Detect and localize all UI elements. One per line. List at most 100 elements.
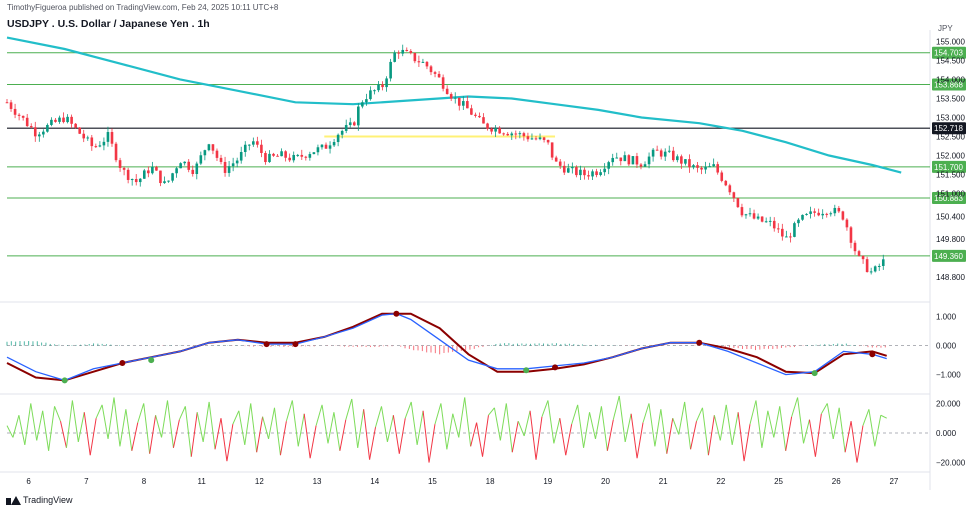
candle-body[interactable]: [421, 61, 425, 63]
candle-body[interactable]: [825, 213, 829, 215]
candle-body[interactable]: [667, 150, 671, 152]
macd-cross-dot[interactable]: [696, 339, 703, 346]
candle-body[interactable]: [857, 251, 861, 256]
candle-body[interactable]: [877, 265, 881, 267]
candle-body[interactable]: [611, 157, 615, 163]
candle-body[interactable]: [86, 137, 90, 139]
candle-body[interactable]: [829, 213, 833, 215]
candle-body[interactable]: [175, 168, 178, 174]
candle-body[interactable]: [881, 259, 885, 266]
candle-body[interactable]: [147, 170, 150, 174]
candle-body[interactable]: [663, 151, 667, 157]
candle-body[interactable]: [635, 156, 639, 165]
candle-body[interactable]: [429, 66, 433, 73]
candle-body[interactable]: [522, 133, 526, 137]
candle-body[interactable]: [861, 255, 865, 260]
candle-body[interactable]: [38, 134, 41, 137]
candle-body[interactable]: [696, 165, 699, 168]
candle-body[interactable]: [655, 149, 659, 151]
macd-cross-dot[interactable]: [148, 357, 155, 364]
candle-body[interactable]: [813, 211, 816, 213]
candle-body[interactable]: [231, 163, 235, 167]
candle-body[interactable]: [740, 207, 744, 216]
candle-body[interactable]: [122, 167, 126, 170]
candle-body[interactable]: [716, 164, 720, 173]
candle-body[interactable]: [659, 150, 663, 157]
candle-body[interactable]: [700, 167, 703, 170]
candle-body[interactable]: [482, 117, 485, 124]
candle-body[interactable]: [530, 138, 534, 140]
candle-body[interactable]: [510, 133, 514, 136]
candle-body[interactable]: [195, 163, 199, 175]
candle-body[interactable]: [187, 161, 191, 170]
candle-body[interactable]: [583, 169, 586, 176]
candle-body[interactable]: [5, 102, 9, 104]
candle-body[interactable]: [33, 127, 37, 137]
candle-body[interactable]: [98, 145, 102, 147]
candle-body[interactable]: [272, 153, 275, 156]
candle-body[interactable]: [433, 72, 437, 74]
candle-body[interactable]: [58, 117, 61, 122]
candle-body[interactable]: [441, 77, 445, 89]
macd-cross-dot[interactable]: [119, 360, 126, 366]
candle-body[interactable]: [74, 123, 77, 128]
candle-body[interactable]: [239, 152, 243, 161]
candle-body[interactable]: [833, 207, 837, 214]
macd-cross-dot[interactable]: [811, 370, 818, 377]
candle-body[interactable]: [550, 142, 554, 158]
candle-body[interactable]: [312, 152, 316, 155]
candle-body[interactable]: [680, 156, 683, 164]
candle-body[interactable]: [155, 166, 158, 171]
candle-body[interactable]: [873, 266, 877, 272]
candle-body[interactable]: [308, 154, 312, 158]
candle-body[interactable]: [357, 106, 360, 126]
candle-body[interactable]: [841, 211, 845, 220]
candle-body[interactable]: [276, 155, 279, 157]
candle-body[interactable]: [377, 84, 380, 91]
candle-body[interactable]: [417, 61, 421, 63]
candle-body[interactable]: [817, 212, 820, 216]
tradingview-footer[interactable]: TradingView: [6, 495, 73, 505]
candle-body[interactable]: [381, 84, 384, 88]
candle-body[interactable]: [599, 172, 602, 176]
candle-body[interactable]: [518, 133, 522, 135]
candle-body[interactable]: [227, 166, 231, 173]
candle-body[interactable]: [502, 133, 505, 135]
candle-body[interactable]: [490, 128, 493, 132]
candle-body[interactable]: [546, 139, 550, 143]
candle-body[interactable]: [474, 114, 477, 116]
candle-body[interactable]: [603, 168, 606, 173]
candle-body[interactable]: [776, 228, 780, 230]
candle-body[interactable]: [179, 163, 182, 169]
candle-body[interactable]: [373, 90, 376, 92]
candle-body[interactable]: [692, 165, 695, 168]
candle-body[interactable]: [365, 99, 368, 103]
candle-body[interactable]: [781, 228, 784, 237]
candle-body[interactable]: [704, 166, 707, 170]
candle-body[interactable]: [486, 123, 489, 129]
candle-body[interactable]: [50, 119, 53, 125]
macd-cross-dot[interactable]: [523, 367, 530, 374]
candle-body[interactable]: [595, 171, 598, 176]
candle-body[interactable]: [159, 170, 162, 184]
candle-body[interactable]: [284, 151, 287, 158]
candle-body[interactable]: [566, 168, 570, 173]
candle-body[interactable]: [425, 61, 429, 67]
candle-body[interactable]: [631, 156, 635, 165]
candle-body[interactable]: [199, 155, 203, 164]
candle-body[interactable]: [869, 271, 873, 273]
candle-body[interactable]: [110, 132, 114, 144]
candle-body[interactable]: [130, 179, 134, 181]
candle-body[interactable]: [340, 130, 344, 135]
candle-body[interactable]: [558, 161, 562, 166]
macd-cross-dot[interactable]: [292, 341, 299, 348]
candle-body[interactable]: [344, 125, 348, 131]
candle-body[interactable]: [627, 155, 631, 165]
candle-body[interactable]: [78, 127, 81, 134]
candle-body[interactable]: [542, 137, 546, 140]
candle-body[interactable]: [385, 78, 388, 88]
candle-body[interactable]: [126, 169, 130, 180]
candle-body[interactable]: [352, 122, 356, 126]
candle-body[interactable]: [151, 166, 154, 174]
candle-body[interactable]: [752, 213, 756, 219]
